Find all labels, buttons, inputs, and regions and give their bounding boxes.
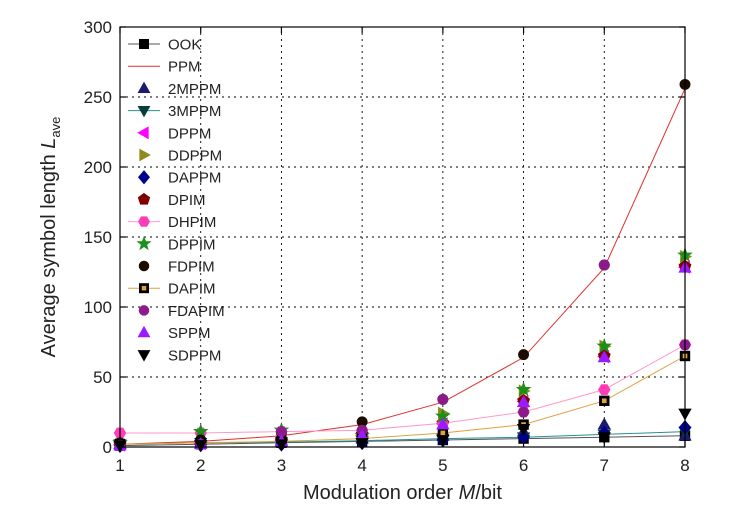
legend-marker xyxy=(137,350,151,362)
data-point-dppim xyxy=(596,337,613,353)
data-point-sdppm xyxy=(436,435,450,448)
data-point-fdpim xyxy=(518,349,530,361)
legend-marker xyxy=(138,216,150,227)
y-tick-label: 50 xyxy=(93,368,112,387)
legend-marker xyxy=(137,105,151,118)
legend-marker xyxy=(139,148,151,162)
y-tick-label: 300 xyxy=(84,18,112,37)
legend-marker xyxy=(137,170,151,185)
data-point-sdppm xyxy=(516,423,531,436)
legend-marker xyxy=(138,305,150,316)
x-tick-label: 2 xyxy=(196,456,205,475)
series-line-dhpim xyxy=(120,344,686,434)
legend-item-ddppm: DDPPM xyxy=(139,148,222,165)
legend-marker xyxy=(139,283,149,294)
y-tick-label: 0 xyxy=(103,438,112,457)
data-point-fdapim xyxy=(437,393,449,405)
legend-marker xyxy=(139,39,149,49)
y-tick-label: 200 xyxy=(84,158,112,177)
legend-item-sdppm: SDPPM xyxy=(137,347,221,364)
legend-item-sppm: SPPM xyxy=(137,325,211,342)
legend-marker xyxy=(137,126,149,140)
legend-label: OOK xyxy=(168,37,201,54)
y-tick-label: 150 xyxy=(84,228,112,247)
legend-item-dppim: DPPIM xyxy=(136,235,216,253)
legend-marker xyxy=(138,260,150,272)
legend-label: DPPIM xyxy=(168,236,216,253)
data-point-sppm xyxy=(436,417,450,430)
series-line-ook xyxy=(119,435,686,447)
marker-inner xyxy=(601,398,607,404)
legend-item-ook: OOK xyxy=(128,37,201,54)
data-point-dppim xyxy=(192,423,209,439)
legend-item-dapim: DAPIM xyxy=(128,281,216,298)
series-line-dapim xyxy=(119,355,686,445)
data-point-fdapim xyxy=(518,406,530,418)
legend-label: SPPM xyxy=(168,325,211,342)
legend-label: SDPPM xyxy=(168,347,221,364)
data-point-fdpim xyxy=(356,416,368,428)
legend-item-dappm: DAPPM xyxy=(137,170,221,187)
x-tick-label: 5 xyxy=(438,456,447,475)
legend-label: 3MPPM xyxy=(168,103,221,120)
axis-ticks: 1 2 3 4 5 6 7 8 0 50 100 150 200 250 300 xyxy=(84,18,690,475)
marker-inner xyxy=(440,430,446,436)
data-point-dapim xyxy=(599,395,610,406)
legend: OOK PPM 2MPPM 3MPPM DPPM DDPPM DAPPM DPIM DHPIM D… xyxy=(128,37,225,364)
series-lines xyxy=(119,88,686,447)
data-point-fdapim xyxy=(598,259,610,271)
x-tick-label: 3 xyxy=(277,456,286,475)
legend-marker xyxy=(137,192,151,205)
x-tick-label: 4 xyxy=(357,456,366,475)
legend-item-dhpim: DHPIM xyxy=(128,214,216,231)
legend-label: DPPM xyxy=(168,125,211,142)
legend-item-ppm: PPM xyxy=(128,59,201,76)
data-point-fdapim xyxy=(275,426,287,438)
legend-item-2mppm: 2MPPM xyxy=(137,81,221,98)
legend-label: DDPPM xyxy=(168,148,222,165)
data-point-dhpim xyxy=(598,384,611,395)
legend-marker xyxy=(136,235,152,251)
series-line-ppm xyxy=(119,88,686,445)
legend-label: DAPPM xyxy=(168,170,221,187)
x-tick-label: 7 xyxy=(600,456,609,475)
data-point-sppm xyxy=(516,395,531,408)
data-point-sdppm xyxy=(597,432,611,445)
legend-label: DAPIM xyxy=(168,281,216,298)
legend-label: 2MPPM xyxy=(168,81,221,98)
y-tick-label: 100 xyxy=(84,298,112,317)
legend-item-dppm: DPPM xyxy=(137,125,211,142)
x-tick-label: 6 xyxy=(519,456,528,475)
marker-inner xyxy=(141,285,147,291)
x-tick-label: 1 xyxy=(115,456,124,475)
legend-marker xyxy=(137,81,151,94)
legend-label: DHPIM xyxy=(168,214,216,231)
x-axis-label: Modulation order M/bit xyxy=(303,482,502,504)
legend-label: PPM xyxy=(168,59,201,76)
legend-label: DPIM xyxy=(168,192,206,209)
legend-marker xyxy=(137,325,151,338)
legend-label: FDPIM xyxy=(168,259,215,276)
legend-item-3mppm: 3MPPM xyxy=(128,103,221,120)
x-tick-label: 8 xyxy=(680,456,689,475)
data-point-dppim xyxy=(515,381,532,397)
y-axis-label: Average symbol length Lave xyxy=(38,117,63,358)
data-point-dapim xyxy=(437,427,449,439)
y-tick-label: 250 xyxy=(84,88,112,107)
grid-lines xyxy=(120,27,685,447)
legend-label: FDAPIM xyxy=(168,303,225,320)
legend-item-dpim: DPIM xyxy=(137,192,206,209)
legend-item-fdpim: FDPIM xyxy=(138,259,215,276)
legend-item-fdapim: FDAPIM xyxy=(138,303,225,320)
data-point-sppm xyxy=(597,350,611,363)
